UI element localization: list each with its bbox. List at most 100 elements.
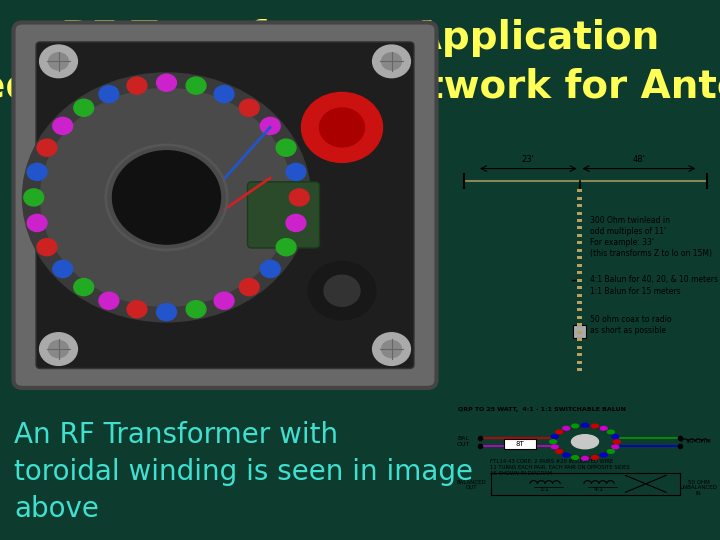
Circle shape (157, 74, 176, 91)
Text: FT114-43 CORE: 2 PAIRS #20 INSULATED WIRE
11 TURNS EACH PAIR. EACH PAIR ON OPPOS: FT114-43 CORE: 2 PAIRS #20 INSULATED WIR… (490, 458, 630, 476)
Circle shape (572, 424, 579, 428)
Bar (577, 308, 582, 312)
Circle shape (286, 214, 306, 232)
Bar (577, 346, 582, 349)
Circle shape (324, 275, 360, 306)
Circle shape (591, 456, 598, 460)
Text: 300 Ohm twinlead in
odd multiples of 11'
For example: 33'
(this transforms Z to : 300 Ohm twinlead in odd multiples of 11'… (590, 216, 712, 258)
Circle shape (276, 239, 296, 256)
Circle shape (74, 279, 94, 296)
Circle shape (382, 53, 402, 70)
Bar (577, 271, 582, 274)
Bar (577, 197, 582, 200)
Circle shape (556, 430, 563, 434)
Circle shape (612, 435, 618, 438)
Bar (577, 226, 582, 230)
Circle shape (40, 45, 78, 78)
FancyBboxPatch shape (36, 42, 414, 368)
Text: 50 OHM
UNBALANCED
IN: 50 OHM UNBALANCED IN (680, 480, 717, 496)
Text: RF Transformer Application: RF Transformer Application (61, 19, 659, 57)
Bar (577, 234, 582, 237)
Bar (577, 286, 582, 289)
Circle shape (612, 445, 618, 449)
Text: BAL
OUT: BAL OUT (456, 436, 470, 447)
Circle shape (549, 440, 557, 443)
Bar (577, 338, 582, 341)
Circle shape (582, 456, 588, 460)
Circle shape (127, 77, 147, 94)
Text: An RF Transformer with
toroidal winding is seen in image
above: An RF Transformer with toroidal winding … (14, 421, 474, 523)
Circle shape (239, 279, 259, 296)
Text: BALANCED
OUT: BALANCED OUT (456, 480, 487, 490)
Circle shape (286, 163, 306, 180)
Bar (577, 219, 582, 222)
Bar (577, 241, 582, 245)
Circle shape (22, 73, 310, 322)
Circle shape (276, 139, 296, 156)
Bar (504, 439, 536, 449)
Bar (577, 204, 582, 207)
Circle shape (53, 260, 73, 278)
Circle shape (99, 85, 119, 103)
Circle shape (186, 77, 206, 94)
Circle shape (382, 341, 402, 357)
Bar (577, 264, 582, 267)
Text: 23': 23' (522, 156, 535, 164)
Circle shape (572, 456, 579, 460)
Circle shape (613, 440, 621, 443)
Circle shape (49, 341, 68, 357)
Circle shape (40, 89, 292, 306)
Circle shape (24, 189, 44, 206)
Bar (577, 212, 582, 214)
Circle shape (600, 427, 607, 430)
Circle shape (289, 189, 309, 206)
Circle shape (373, 333, 410, 366)
Circle shape (582, 423, 588, 427)
Text: 8T: 8T (516, 441, 525, 447)
Circle shape (261, 260, 280, 278)
Circle shape (607, 450, 614, 453)
Bar (577, 279, 582, 282)
Circle shape (373, 45, 410, 78)
Circle shape (37, 239, 57, 256)
Circle shape (186, 301, 206, 318)
Text: 1:1: 1:1 (539, 487, 549, 492)
Bar (577, 368, 582, 371)
Circle shape (572, 435, 598, 449)
Circle shape (49, 53, 68, 70)
Circle shape (600, 453, 607, 457)
Text: 4:1 Balun for 40, 20, & 10 meters
1:1 Balun for 15 meters: 4:1 Balun for 40, 20, & 10 meters 1:1 Ba… (590, 275, 719, 295)
Bar (577, 189, 582, 192)
Text: 50 OHM: 50 OHM (686, 439, 711, 444)
Circle shape (552, 445, 558, 449)
FancyBboxPatch shape (248, 182, 320, 248)
Circle shape (563, 453, 570, 457)
Circle shape (156, 303, 176, 321)
Bar (577, 301, 582, 304)
Bar (577, 353, 582, 356)
Circle shape (302, 92, 382, 163)
Text: Impedance Matching Network for Antenna: Impedance Matching Network for Antenna (0, 68, 720, 105)
Circle shape (127, 301, 147, 318)
Circle shape (99, 292, 119, 309)
Circle shape (53, 117, 73, 134)
Text: QRP TO 25 WATT,  4:1 - 1:1 SWITCHABLE BALUN: QRP TO 25 WATT, 4:1 - 1:1 SWITCHABLE BAL… (458, 407, 626, 411)
Circle shape (239, 99, 259, 116)
Circle shape (214, 292, 234, 309)
Circle shape (607, 430, 614, 434)
Text: 48': 48' (633, 156, 645, 164)
Circle shape (37, 139, 57, 156)
Circle shape (261, 117, 280, 134)
Circle shape (27, 163, 47, 180)
Bar (577, 331, 582, 334)
Bar (577, 316, 582, 319)
Circle shape (74, 99, 94, 116)
Circle shape (320, 108, 364, 147)
Circle shape (591, 424, 598, 428)
Circle shape (112, 151, 220, 244)
Circle shape (27, 214, 47, 232)
Text: 4:1: 4:1 (593, 487, 603, 492)
Bar (577, 256, 582, 259)
Text: 50 ohm coax to radio
as short as possible: 50 ohm coax to radio as short as possibl… (590, 315, 672, 335)
Bar (577, 323, 582, 326)
